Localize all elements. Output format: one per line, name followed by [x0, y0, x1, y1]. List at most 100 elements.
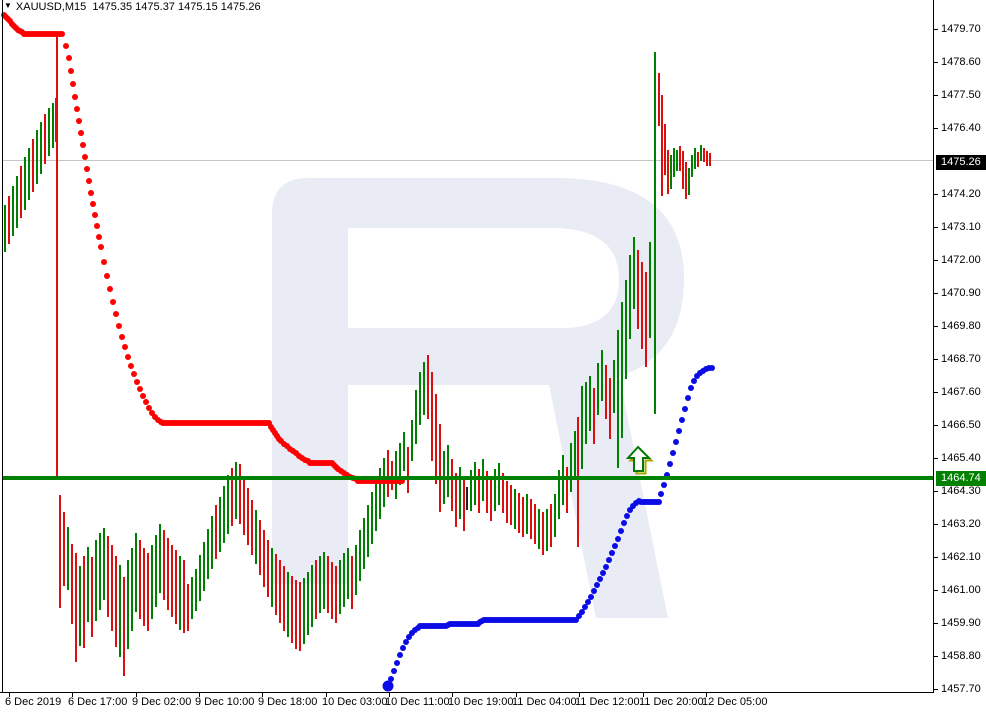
price-bar: [355, 545, 357, 595]
axes-and-ticks-layer: [0, 0, 938, 697]
price-tick-label: 1463.20: [941, 518, 981, 530]
price-bar: [127, 560, 129, 649]
price-bar: [171, 545, 173, 617]
time-tick-label: 11 Dec 20:00: [639, 696, 704, 708]
horizontal-level-line-layer[interactable]: [2, 476, 933, 480]
price-bar: [36, 130, 38, 184]
price-bar: [111, 545, 113, 631]
price-bar: [629, 255, 631, 339]
price-bar: [255, 510, 257, 564]
price-bar: [4, 205, 6, 252]
price-bar: [466, 487, 468, 510]
price-bar: [641, 262, 643, 349]
price-bar: [147, 553, 149, 631]
ohlc-values: 1475.35 1475.37 1475.15 1475.26: [92, 1, 261, 13]
price-bar: [263, 530, 265, 587]
time-tick-label: 11 Dec 12:00: [575, 696, 640, 708]
price-bar: [335, 566, 337, 623]
price-bar: [279, 560, 281, 623]
price-bar: [506, 481, 508, 523]
price-bar: [633, 237, 635, 309]
price-bar: [191, 577, 193, 619]
price-bar: [107, 536, 109, 617]
price-bar: [311, 565, 313, 627]
price-bar: [577, 417, 579, 547]
price-bar: [159, 524, 161, 593]
price-bar: [407, 447, 409, 493]
price-bar: [135, 533, 137, 612]
price-bar: [247, 488, 249, 545]
price-bar: [231, 468, 233, 526]
price-bar: [455, 473, 457, 527]
price-bar: [682, 151, 684, 189]
price-bar: [613, 360, 615, 413]
price-bar: [706, 151, 708, 166]
price-bar: [427, 355, 429, 419]
price-bar: [597, 363, 599, 415]
price-bar: [637, 250, 639, 329]
price-bar: [139, 540, 141, 619]
symbol-period-label: XAUUSD,M15: [15, 1, 87, 13]
price-bar: [44, 114, 46, 164]
price-tick-label: 1466.50: [941, 419, 981, 431]
time-tick-label: 6 Dec 17:00: [68, 696, 128, 708]
price-bar: [239, 464, 241, 524]
price-bar: [267, 540, 269, 597]
price-bar: [155, 535, 157, 607]
price-bar: [451, 459, 453, 511]
symbol-dropdown-icon[interactable]: ▼: [4, 1, 12, 10]
price-bar: [20, 166, 22, 218]
price-bar: [439, 424, 441, 512]
price-bar: [243, 476, 245, 535]
price-bar: [175, 550, 177, 624]
price-bar: [40, 122, 42, 174]
price-bar: [538, 509, 540, 549]
ohlc-bars-layer: [4, 35, 711, 676]
up-arrow-icon[interactable]: [625, 445, 654, 475]
price-bar: [667, 150, 669, 194]
time-tick-label: 6 Dec 2019: [5, 696, 62, 708]
price-bar: [691, 155, 693, 177]
price-bar: [271, 548, 273, 607]
price-bar: [343, 553, 345, 607]
price-bar: [518, 493, 520, 533]
price-tick-label: 1462.10: [941, 551, 981, 563]
price-bar: [498, 463, 500, 505]
price-bar: [526, 494, 528, 534]
price-bar: [323, 552, 325, 609]
price-bar: [63, 512, 65, 586]
price-bar: [347, 548, 349, 599]
price-tick-label: 1479.70: [941, 23, 981, 35]
level-price-tag: 1464.74: [936, 470, 986, 486]
price-bar: [474, 462, 476, 505]
price-bar: [319, 556, 321, 613]
price-tick-label: 1472.00: [941, 254, 981, 266]
price-bar: [103, 528, 105, 600]
price-bar: [700, 145, 702, 161]
price-bar: [554, 494, 556, 537]
price-bar: [395, 451, 397, 499]
price-bar: [95, 540, 97, 621]
price-bar: [423, 362, 425, 415]
price-bar: [494, 469, 496, 511]
price-bar: [327, 556, 329, 613]
time-tick-label: 9 Dec 02:00: [132, 696, 192, 708]
time-tick-label: 9 Dec 18:00: [258, 696, 318, 708]
price-bar: [315, 560, 317, 619]
price-bar: [123, 577, 125, 676]
price-bar: [291, 576, 293, 643]
price-bar: [609, 378, 611, 439]
price-bar: [661, 95, 663, 196]
price-bar: [478, 469, 480, 513]
price-bar: [167, 538, 169, 610]
price-bar: [581, 386, 583, 469]
price-bar: [502, 473, 504, 513]
price-bar: [179, 556, 181, 630]
price-bar: [621, 302, 623, 438]
price-tick-label: 1457.70: [941, 683, 981, 695]
price-bar: [91, 557, 93, 637]
price-bar: [679, 146, 681, 171]
price-bar: [670, 155, 672, 189]
